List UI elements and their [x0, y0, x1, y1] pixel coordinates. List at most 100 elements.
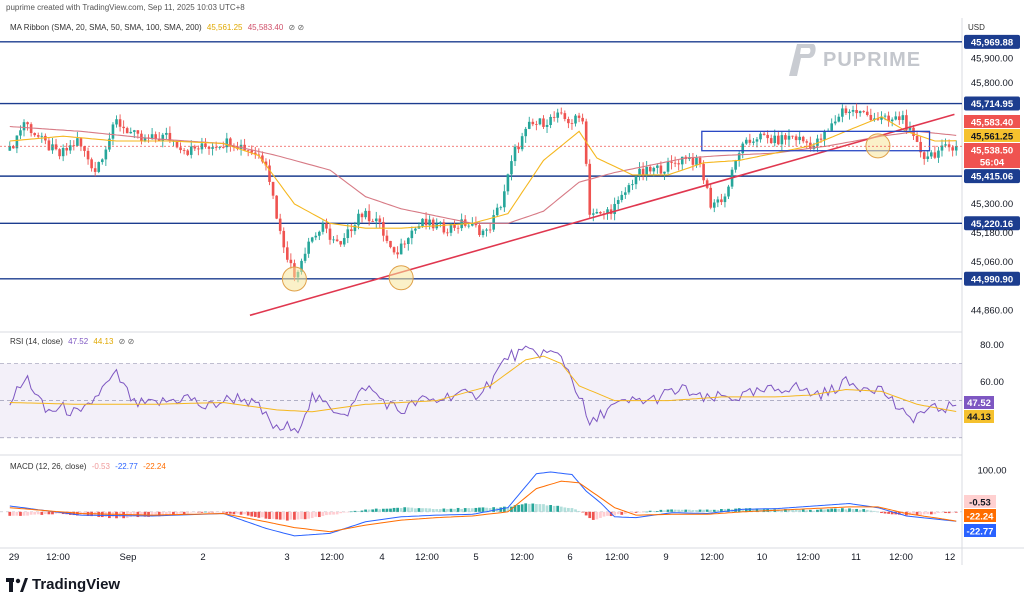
price-candle: [574, 115, 577, 124]
ma-legend[interactable]: MA Ribbon (SMA, 20, SMA, 50, SMA, 100, S…: [10, 23, 304, 32]
macd-histogram-bar: [228, 511, 232, 514]
macd-histogram-bar: [670, 509, 673, 512]
macd-histogram-bar: [364, 509, 367, 512]
price-candle: [374, 218, 378, 222]
macd-histogram-bar: [951, 511, 955, 513]
macd-histogram-bar: [673, 509, 677, 512]
price-candle: [741, 143, 745, 154]
price-candle: [805, 141, 809, 143]
macd-histogram-bar: [168, 511, 172, 515]
time-axis-tick: 4: [379, 552, 384, 563]
price-candle: [702, 163, 705, 181]
price-candle: [225, 138, 229, 148]
macd-histogram-bar: [421, 508, 424, 512]
macd-histogram-bar: [922, 511, 926, 515]
price-candle: [791, 135, 794, 137]
price-candle: [712, 202, 716, 208]
macd-legend[interactable]: MACD (12, 26, close) -0.53 -22.77 -22.24: [10, 462, 166, 471]
price-candle: [428, 219, 431, 226]
price-candle: [616, 200, 620, 204]
macd-histogram-bar: [446, 509, 449, 512]
macd-histogram-bar: [417, 508, 421, 512]
rsi-axis-tick: 80.00: [980, 340, 1004, 351]
price-candle: [115, 119, 118, 125]
macd-histogram-bar: [239, 511, 243, 515]
price-candle: [389, 240, 392, 248]
price-candle: [382, 221, 385, 236]
price-candle: [581, 117, 584, 122]
macd-histogram-bar: [140, 511, 143, 517]
price-candle: [488, 229, 492, 231]
price-candle: [364, 210, 367, 218]
price-candle: [666, 161, 670, 172]
macd-histogram-bar: [876, 511, 880, 513]
macd-histogram-bar: [51, 511, 54, 515]
price-candle: [268, 165, 271, 182]
macd-histogram-bar: [677, 509, 681, 512]
macd-histogram-bar: [54, 511, 58, 514]
macd-line-legend-value: -22.77: [115, 462, 138, 471]
price-candle: [339, 241, 342, 245]
macd-histogram-bar: [545, 505, 549, 512]
macd-histogram-bar: [897, 511, 901, 515]
price-candle: [467, 225, 471, 227]
price-candle: [257, 154, 261, 156]
macd-histogram-bar: [8, 511, 12, 516]
macd-histogram-bar: [406, 507, 410, 512]
rsi-band-fill: [0, 363, 962, 438]
rsi-legend[interactable]: RSI (14, close) 47.52 44.13 ⊘ ⊘: [10, 337, 134, 346]
price-candle: [207, 146, 211, 149]
price-candle: [61, 148, 65, 157]
price-candle: [453, 224, 456, 228]
macd-histogram-bar: [574, 509, 577, 512]
price-candle: [723, 196, 727, 203]
price-candle: [944, 144, 947, 146]
macd-value-label: -22.24: [967, 512, 995, 523]
macd-histogram-bar: [851, 509, 855, 512]
macd-histogram-bar: [357, 510, 360, 512]
price-candle: [261, 155, 264, 162]
tradingview-logo[interactable]: TradingView: [6, 576, 120, 593]
price-candle: [197, 148, 200, 150]
price-candle: [940, 145, 944, 151]
time-axis-tick: 12:00: [700, 552, 724, 563]
price-candle: [727, 186, 730, 197]
price-candle: [300, 260, 303, 272]
price-candle: [830, 123, 833, 131]
price-candle: [652, 167, 656, 172]
macd-histogram-bar: [844, 509, 848, 512]
macd-histogram-bar: [926, 511, 930, 515]
macd-histogram-bar: [303, 511, 307, 520]
macd-histogram-bar: [527, 503, 531, 512]
level-label-tag: [964, 96, 1020, 111]
price-candle: [150, 134, 154, 139]
macd-histogram-bar: [214, 511, 218, 513]
price-candle: [90, 159, 93, 169]
macd-legend-title: MACD (12, 26, close): [10, 462, 87, 471]
macd-histogram-bar: [478, 507, 481, 512]
macd-histogram-bar: [652, 511, 656, 512]
ma-visibility-icons[interactable]: ⊘ ⊘: [288, 23, 305, 32]
rsi-visibility-icons[interactable]: ⊘ ⊘: [118, 337, 135, 346]
macd-histogram-bar: [463, 508, 467, 512]
price-candle: [350, 229, 353, 232]
macd-histogram-bar: [634, 511, 638, 513]
price-axis-tick: 45,900.00: [971, 54, 1013, 65]
macd-histogram-bar: [947, 511, 951, 514]
price-candle: [325, 223, 328, 229]
price-candle: [833, 121, 837, 124]
macd-histogram-bar: [588, 511, 592, 519]
price-candle: [58, 149, 61, 157]
macd-histogram-bar: [293, 511, 296, 520]
price-candle: [524, 128, 527, 137]
macd-histogram-bar: [695, 510, 698, 512]
watermark-text: PUPRIME: [823, 48, 922, 71]
macd-histogram-bar: [29, 511, 33, 515]
price-candle: [399, 243, 403, 255]
macd-histogram-bar: [196, 511, 200, 513]
price-candle: [954, 146, 958, 151]
macd-histogram-bar: [865, 509, 869, 512]
macd-histogram-bar: [755, 508, 759, 512]
price-candle: [499, 207, 503, 209]
